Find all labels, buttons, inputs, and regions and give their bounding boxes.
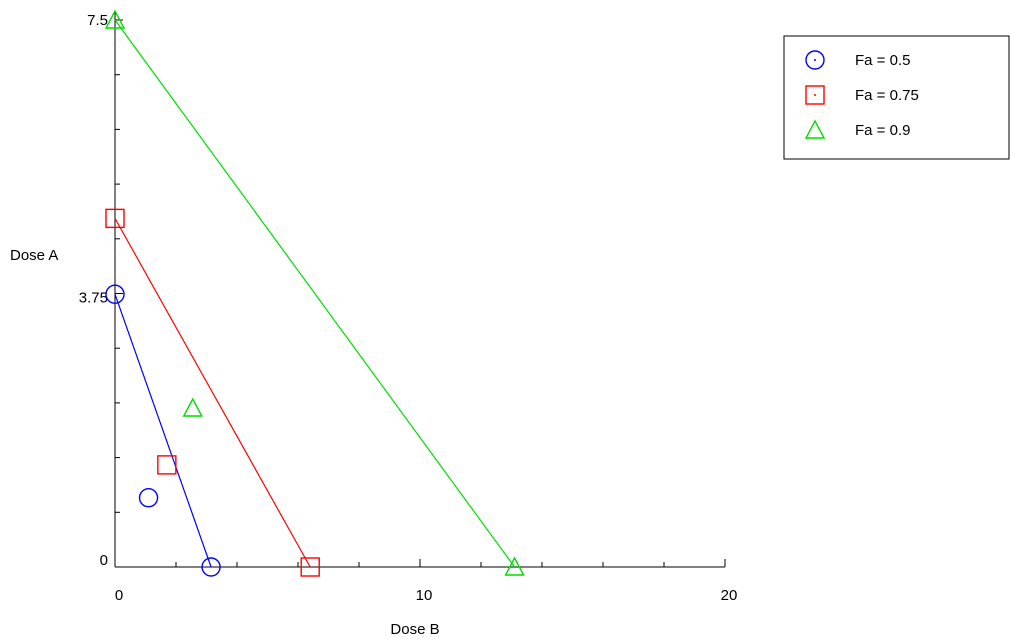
series-line-2 — [114, 218, 311, 568]
data-point-circle — [201, 557, 221, 577]
data-point-square — [105, 208, 125, 229]
axes — [114, 12, 725, 568]
legend-entry: Fa = 0.9 — [804, 119, 910, 139]
series-line-1 — [114, 294, 212, 568]
data-point-triangle — [182, 397, 203, 417]
data-point-circle — [105, 284, 125, 304]
legend-label: Fa = 0.75 — [855, 87, 919, 104]
legend-label: Fa = 0.9 — [855, 122, 910, 139]
legend-marker-circle — [805, 50, 825, 70]
legend-marker-square — [805, 85, 825, 105]
ticks — [114, 19, 726, 568]
legend-entry: Fa = 0.75 — [805, 85, 919, 105]
y-tick-label: 0 — [100, 552, 108, 569]
data-point-square — [300, 557, 320, 577]
data-point-square — [157, 455, 177, 475]
x-tick-label: 0 — [115, 587, 123, 604]
legend-label: Fa = 0.5 — [855, 52, 910, 69]
data-point-triangle — [104, 9, 126, 29]
y-axis-label: Dose A — [10, 247, 58, 264]
tick-labels: 0 10 20 0 3.75 7.5 — [79, 12, 738, 604]
legend-marker-triangle — [804, 119, 826, 139]
series-line-3 — [114, 19, 516, 568]
series-lines — [114, 19, 516, 568]
legend-marker-dot — [814, 59, 816, 61]
x-axis-label: Dose B — [390, 621, 439, 638]
y-tick-label: 3.75 — [79, 290, 108, 307]
x-tick-label: 20 — [721, 587, 738, 604]
legend-entries: Fa = 0.5 Fa = 0.75 Fa = 0.9 — [804, 50, 919, 139]
x-tick-label: 10 — [416, 587, 433, 604]
series-markers — [104, 9, 525, 577]
y-tick-label: 7.5 — [87, 12, 108, 29]
data-point-triangle — [504, 556, 525, 576]
legend: Fa = 0.5 Fa = 0.75 Fa = 0.9 — [783, 35, 1010, 160]
data-point-circle — [138, 488, 159, 508]
legend-marker-dot — [814, 94, 816, 96]
legend-entry: Fa = 0.5 — [805, 50, 910, 70]
